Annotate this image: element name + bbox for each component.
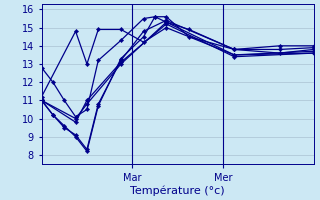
X-axis label: Température (°c): Température (°c) xyxy=(130,186,225,196)
